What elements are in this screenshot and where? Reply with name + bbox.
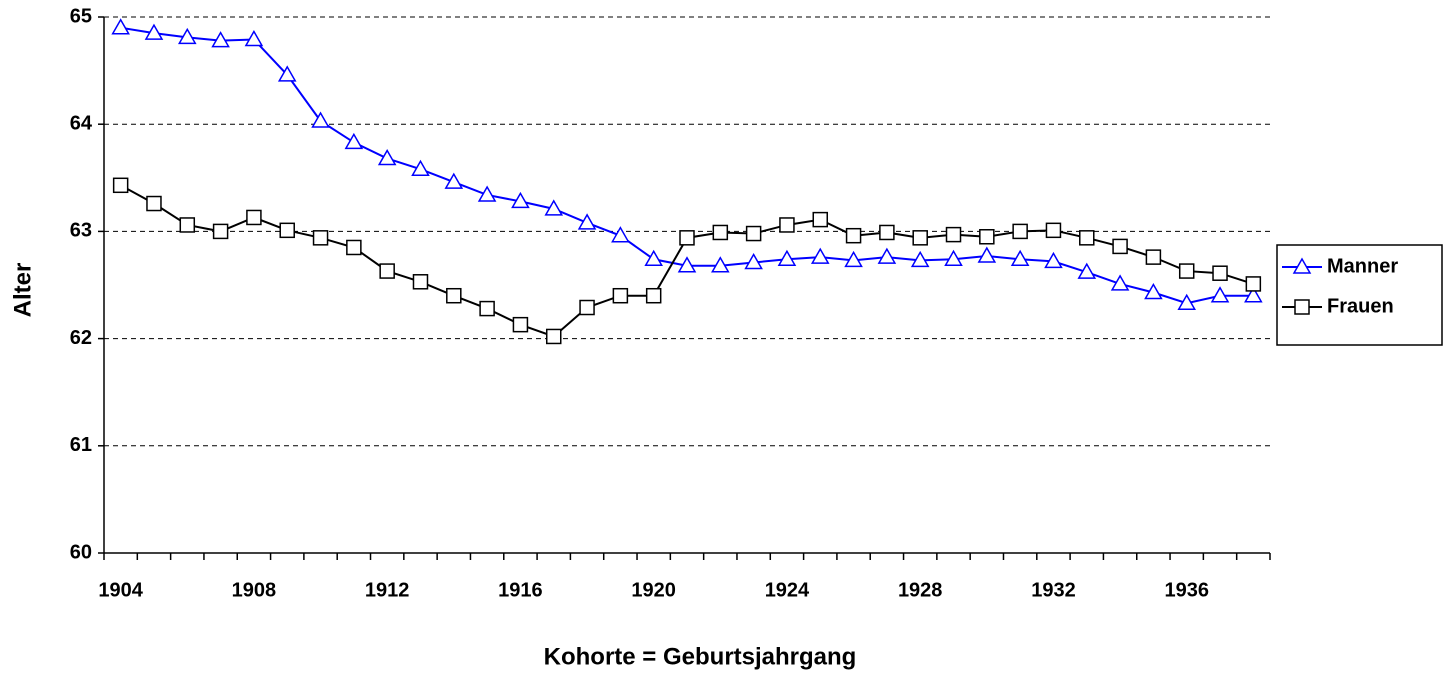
marker [545, 328, 562, 345]
marker [779, 217, 795, 233]
marker [777, 249, 797, 267]
marker [1112, 238, 1128, 255]
y-tick-label: 65 [70, 5, 92, 27]
marker [112, 177, 129, 194]
marker [144, 23, 164, 40]
marker [1145, 249, 1162, 265]
y-tick-label: 63 [70, 220, 92, 242]
marker [879, 224, 895, 241]
marker [411, 159, 430, 176]
legend-label: Manner [1327, 255, 1398, 277]
marker [1077, 262, 1097, 279]
marker [910, 250, 930, 268]
x-tick-label: 1932 [1031, 579, 1076, 601]
marker [1178, 263, 1195, 279]
x-tick-label: 1916 [498, 579, 543, 601]
legend-label: Frauen [1327, 295, 1394, 317]
marker [1177, 293, 1197, 310]
marker [1110, 274, 1130, 291]
marker [611, 226, 630, 243]
marker [744, 252, 763, 270]
marker [1244, 286, 1263, 303]
marker [679, 230, 695, 246]
legend-marker [1294, 299, 1310, 315]
y-tick-label: 60 [70, 541, 92, 563]
marker [745, 225, 762, 242]
marker [111, 18, 130, 35]
legend-marker [1292, 257, 1312, 274]
marker [212, 223, 229, 240]
legend-box [1276, 244, 1443, 346]
x-tick-label: 1928 [898, 579, 943, 601]
marker [346, 239, 362, 256]
y-axis-title: Alter [9, 263, 36, 318]
marker [277, 65, 297, 82]
marker [1010, 249, 1030, 267]
marker [544, 199, 564, 216]
marker [845, 227, 862, 244]
marker [712, 224, 729, 241]
y-tick-label: 64 [70, 112, 93, 134]
marker [377, 148, 397, 166]
marker [844, 250, 863, 268]
marker [344, 132, 364, 150]
x-tick-label: 1936 [1164, 579, 1209, 601]
marker [177, 27, 197, 45]
marker [1079, 230, 1095, 246]
marker [912, 230, 928, 246]
marker [812, 211, 829, 228]
marker [211, 31, 230, 48]
marker [246, 209, 262, 226]
marker [1212, 265, 1228, 281]
marker [711, 256, 730, 273]
y-tick-label: 62 [70, 327, 92, 349]
marker [579, 299, 595, 316]
y-tick-label: 61 [70, 434, 92, 456]
marker [877, 247, 897, 264]
marker [511, 191, 530, 209]
marker [146, 195, 162, 212]
marker [645, 287, 662, 304]
marker [244, 30, 264, 47]
marker [1044, 251, 1063, 269]
marker [1045, 222, 1062, 239]
marker [810, 247, 830, 264]
marker [512, 316, 529, 333]
marker [612, 287, 629, 304]
marker [1144, 282, 1163, 300]
marker [945, 226, 962, 243]
marker [577, 213, 597, 230]
marker [944, 249, 963, 267]
marker [446, 287, 462, 304]
marker [312, 230, 329, 246]
x-tick-label: 1920 [631, 579, 676, 601]
x-tick-label: 1912 [365, 579, 410, 601]
marker [1012, 223, 1028, 240]
marker [977, 246, 997, 263]
marker [1210, 286, 1230, 303]
marker [644, 249, 663, 267]
marker [479, 300, 495, 317]
marker [444, 172, 464, 189]
marker [677, 256, 697, 273]
x-tick-label: 1908 [232, 579, 277, 601]
x-tick-label: 1904 [98, 579, 143, 601]
marker [379, 263, 395, 279]
x-axis-title: Kohorte = Geburtsjahrgang [544, 643, 857, 670]
marker [979, 229, 995, 245]
marker [412, 274, 429, 290]
marker [279, 222, 295, 239]
x-tick-label: 1924 [765, 579, 810, 601]
marker [1245, 276, 1262, 292]
marker [477, 185, 497, 202]
marker [311, 111, 330, 128]
marker [179, 217, 196, 233]
